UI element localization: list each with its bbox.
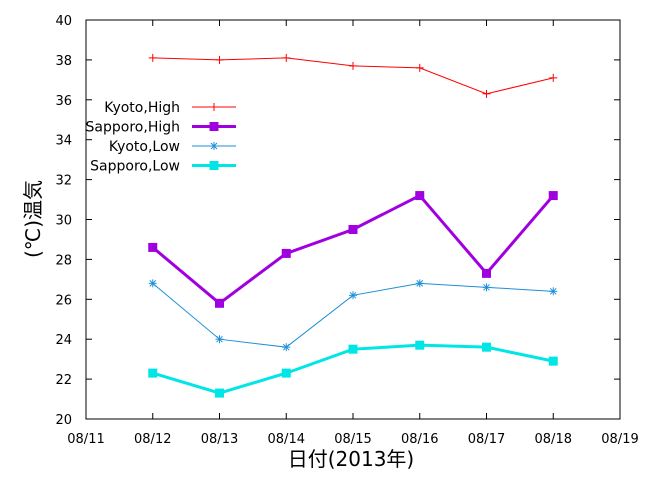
star-marker	[415, 279, 424, 288]
y-tick-label: 28	[55, 253, 72, 268]
plus-marker	[482, 89, 491, 98]
y-tick-label: 26	[55, 293, 72, 308]
plus-marker	[148, 53, 157, 62]
legend-label: Kyoto,High	[104, 100, 180, 116]
x-tick-label: 08/14	[268, 432, 305, 447]
y-axis: 20 22 24 26 28 30 32 34 36 38 40	[55, 14, 620, 428]
square-marker	[482, 342, 491, 352]
x-tick-label: 08/18	[535, 432, 572, 447]
series-sapporo-high	[148, 191, 558, 308]
square-marker	[281, 368, 291, 378]
x-tick-label: 08/16	[401, 432, 438, 447]
y-tick-label: 38	[55, 54, 72, 69]
star-marker	[549, 287, 558, 296]
x-axis-title: 日付(2013年)	[288, 447, 415, 471]
square-marker	[215, 388, 224, 398]
star-marker	[349, 291, 357, 300]
series-kyoto-low	[148, 279, 558, 352]
series-kyoto-high	[148, 53, 558, 98]
square-marker	[415, 191, 425, 201]
series-sapporo-low	[148, 340, 558, 398]
plus-marker	[215, 55, 224, 64]
legend: Kyoto,High Sapporo,High Kyoto,Low Sapporo,L…	[86, 100, 236, 175]
square-marker	[348, 224, 358, 234]
x-tick-label: 08/11	[67, 432, 104, 447]
square-marker	[548, 191, 558, 201]
plus-marker	[549, 73, 558, 82]
series-layer	[148, 53, 558, 398]
square-marker	[482, 268, 491, 278]
x-tick-label: 08/13	[201, 432, 238, 447]
x-tick-label: 08/17	[468, 432, 505, 447]
legend-item: Sapporo,Low	[90, 159, 236, 175]
legend-label: Sapporo,Low	[90, 159, 180, 175]
square-marker	[548, 356, 558, 366]
square-marker	[209, 161, 219, 170]
x-tick-label: 08/15	[334, 432, 371, 447]
star-marker	[148, 279, 157, 288]
legend-item: Kyoto,High	[104, 100, 236, 116]
x-axis: 08/11 08/12 08/13 08/14 08/15 08/16 08/17 08/18…	[67, 20, 639, 447]
y-axis-title: (℃)温気	[21, 180, 45, 258]
legend-item: Kyoto,Low	[109, 139, 236, 155]
plus-marker	[282, 53, 291, 62]
legend-label: Sapporo,High	[86, 120, 180, 136]
square-marker	[415, 340, 425, 350]
star-marker	[215, 335, 224, 344]
legend-item: Sapporo,High	[86, 120, 236, 136]
y-tick-label: 22	[55, 373, 72, 388]
star-marker	[210, 142, 218, 150]
square-marker	[215, 298, 224, 308]
y-tick-label: 34	[55, 134, 72, 149]
plus-marker	[210, 103, 218, 111]
x-tick-label: 08/12	[134, 432, 171, 447]
square-marker	[209, 122, 219, 131]
x-tick-label: 08/19	[601, 432, 638, 447]
square-marker	[281, 248, 291, 258]
y-tick-label: 20	[55, 413, 72, 428]
plus-marker	[349, 61, 357, 70]
square-marker	[148, 242, 158, 252]
y-tick-label: 36	[55, 94, 72, 109]
plus-marker	[415, 63, 424, 72]
star-marker	[282, 343, 291, 352]
legend-label: Kyoto,Low	[109, 139, 180, 155]
y-tick-label: 24	[55, 333, 72, 348]
series-line	[151, 193, 555, 306]
y-tick-label: 32	[55, 174, 72, 189]
square-marker	[348, 344, 358, 354]
square-marker	[148, 368, 158, 378]
y-tick-label: 40	[55, 14, 72, 29]
star-marker	[482, 283, 491, 292]
y-tick-label: 30	[55, 214, 72, 229]
